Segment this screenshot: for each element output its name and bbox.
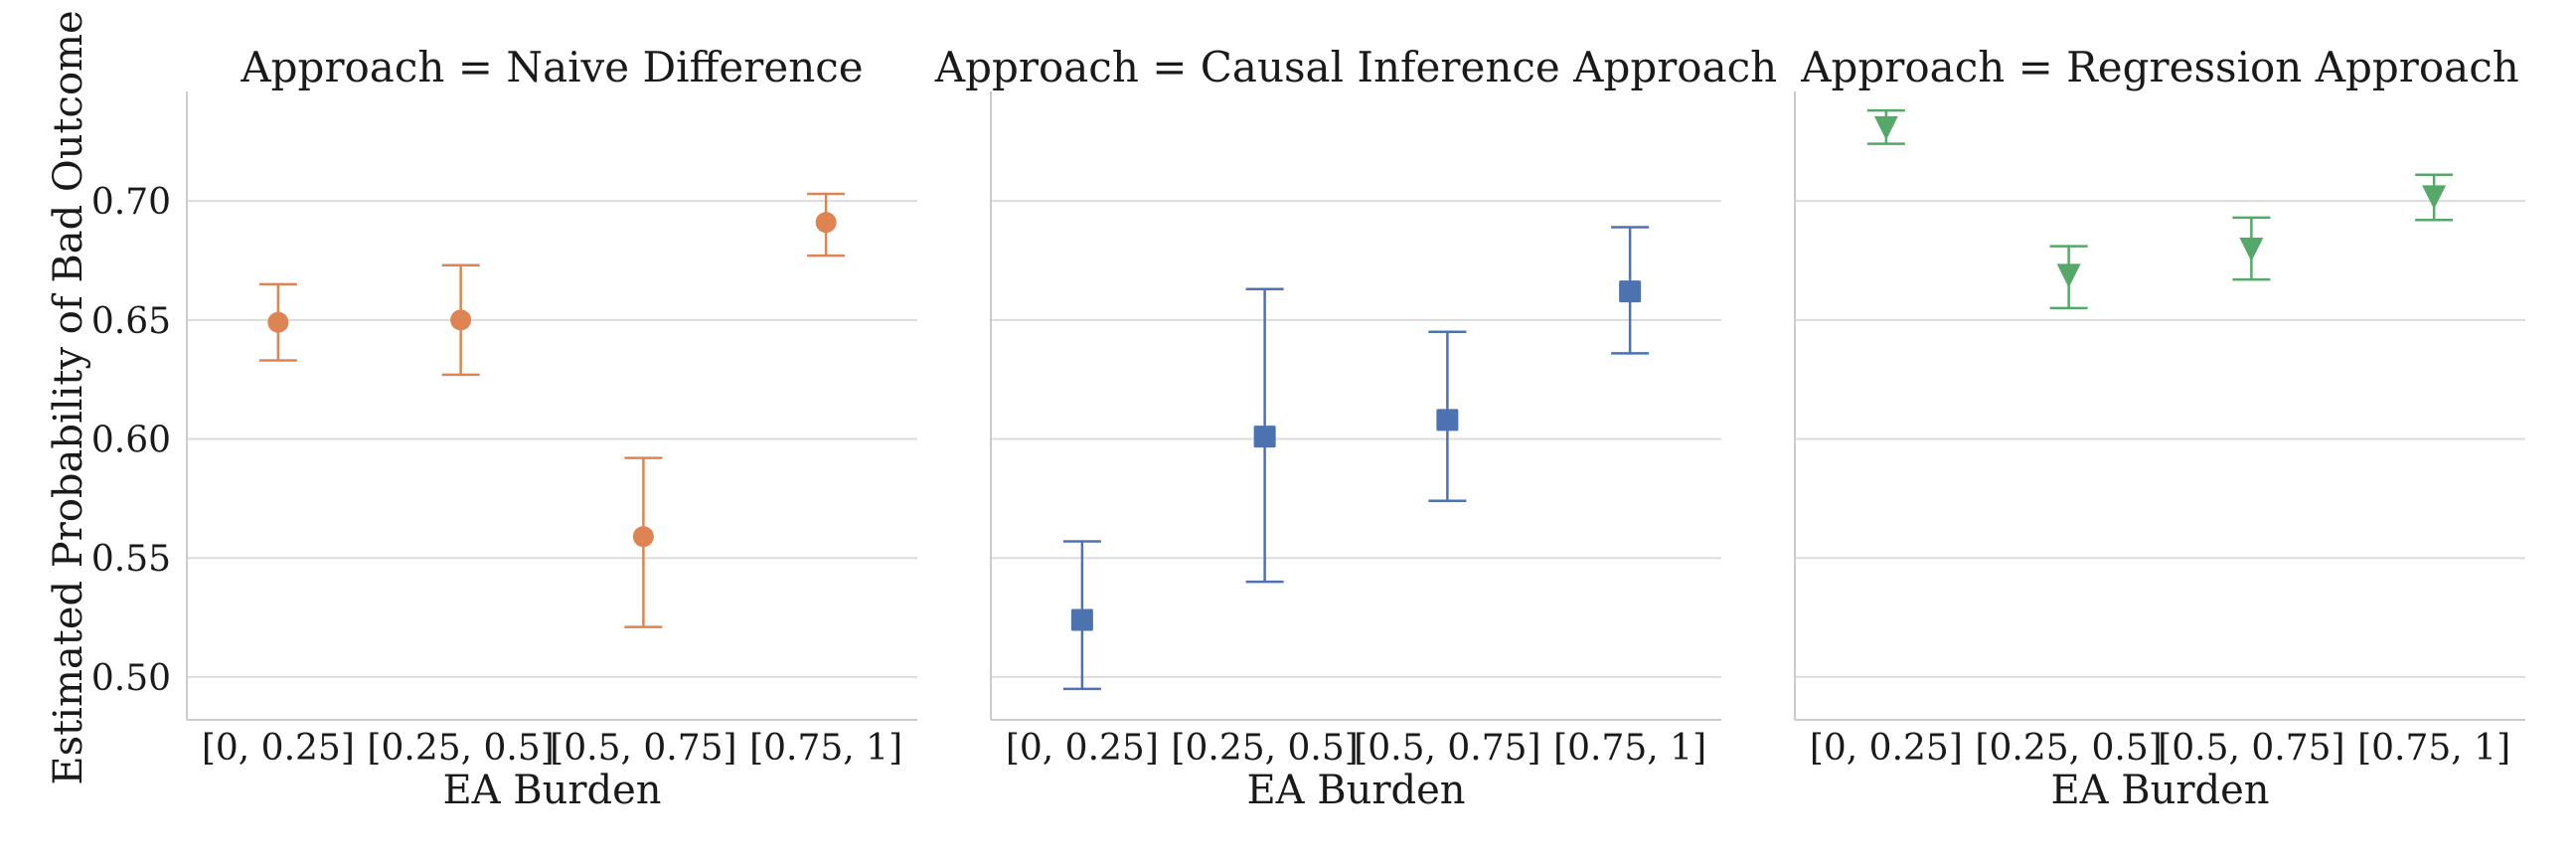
x-axis-label: EA Burden	[442, 768, 661, 813]
panel-title: Approach = Causal Inference Approach	[934, 43, 1777, 91]
x-tick-label: [0.5, 0.75]	[550, 728, 736, 769]
x-tick-label: [0.5, 0.75]	[2158, 728, 2344, 769]
data-point	[2422, 185, 2447, 210]
data-point	[2239, 238, 2264, 261]
x-tick-label: [0.75, 1]	[1553, 728, 1706, 769]
y-tick-label: 0.60	[91, 421, 171, 461]
y-tick-label: 0.65	[91, 301, 171, 342]
data-point	[267, 311, 289, 333]
x-tick-label: [0, 0.25]	[1810, 728, 1963, 769]
x-tick-label: [0.25, 0.5]	[1975, 728, 2162, 769]
panel-causal: Approach = Causal Inference Approach [0, …	[934, 43, 1777, 813]
data-point	[815, 212, 837, 234]
x-tick-label: [0.5, 0.75]	[1354, 728, 1540, 769]
data-point	[1619, 280, 1642, 303]
x-tick-label: [0, 0.25]	[202, 728, 355, 769]
data-point	[1873, 115, 1898, 140]
panel-title: Approach = Naive Difference	[240, 43, 863, 91]
facet-panels: 0.50 0.55 0.60 0.65 0.70 Approach = Naive Dif…	[91, 43, 2525, 813]
y-tick-label: 0.70	[91, 182, 171, 223]
panel-title: Approach = Regression Approach	[1800, 43, 2519, 91]
y-tick-label: 0.50	[91, 658, 171, 699]
panel-naive: 0.50 0.55 0.60 0.65 0.70 Approach = Naive Dif…	[91, 43, 917, 813]
x-tick-label: [0.25, 0.5]	[367, 728, 554, 769]
x-tick-label: [0.75, 1]	[2357, 728, 2510, 769]
data-point	[1253, 426, 1276, 448]
panel-regression: Approach = Regression Approach [0, 0.25] […	[1794, 43, 2525, 813]
data-point	[632, 526, 654, 548]
y-axis-label: Estimated Probability of Bad Outcome	[46, 10, 91, 784]
data-point	[450, 309, 472, 331]
data-point	[1070, 608, 1093, 631]
y-tick-label: 0.55	[91, 539, 171, 580]
x-tick-label: [0.75, 1]	[749, 728, 902, 769]
x-axis-label: EA Burden	[2050, 768, 2269, 813]
x-tick-label: [0.25, 0.5]	[1171, 728, 1358, 769]
x-axis-label: EA Burden	[1246, 768, 1465, 813]
data-point	[2056, 263, 2081, 288]
data-point	[1436, 409, 1459, 432]
x-tick-label: [0, 0.25]	[1006, 728, 1159, 769]
